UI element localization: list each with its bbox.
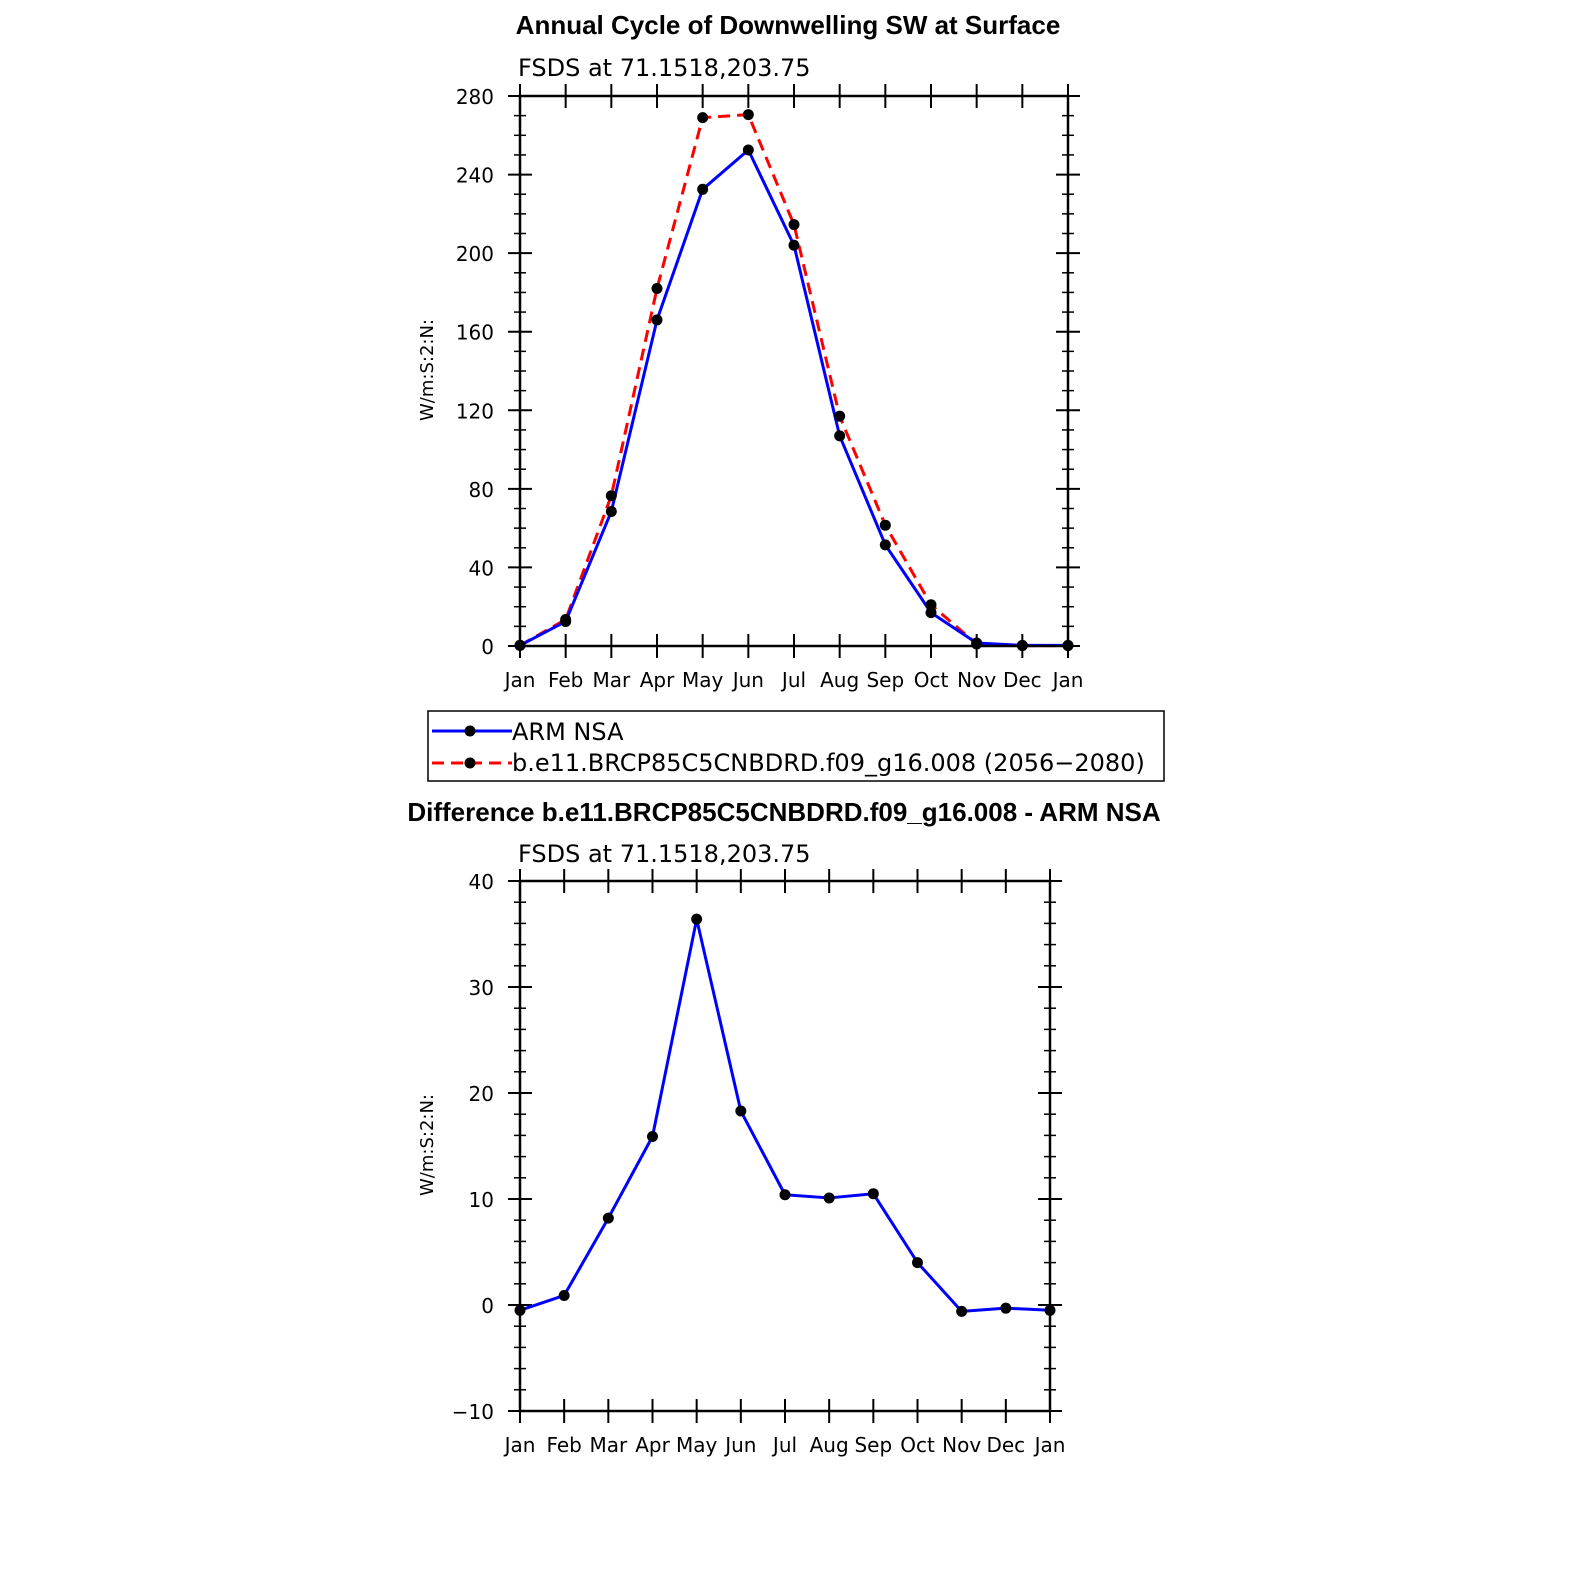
x-tick-label: Mar bbox=[592, 668, 631, 692]
x-tick-label: Oct bbox=[900, 1433, 935, 1457]
y-tick-label: 0 bbox=[481, 635, 494, 659]
x-tick-label: Mar bbox=[589, 1433, 628, 1457]
series-1-point bbox=[605, 490, 617, 502]
x-tick-label: May bbox=[676, 1433, 718, 1457]
series-points bbox=[514, 109, 1074, 652]
x-tick-label: Nov bbox=[957, 668, 996, 692]
y-tick-label: 20 bbox=[469, 1082, 494, 1106]
x-tick-label: Jul bbox=[771, 1433, 797, 1457]
x-tick-label: Nov bbox=[942, 1433, 981, 1457]
y-axis-label: W/m:S:2:N: bbox=[417, 1094, 438, 1196]
series-1-point bbox=[834, 410, 846, 422]
series-lines bbox=[519, 113, 1068, 648]
series-0-point bbox=[691, 913, 703, 925]
series-0-point bbox=[912, 1257, 923, 1269]
plot-frame bbox=[518, 94, 1070, 648]
axis-tick-labels: Jan Feb Mar Apr May Jun Jul Aug Sep Oct Nov Dec Jan 0… bbox=[456, 85, 1084, 692]
chart-title: Annual Cycle of Downwelling SW at Surfac… bbox=[516, 10, 1061, 40]
legend: ARM NSA b.e11.BRCP85C5CNBDRD.f09_g16.008… bbox=[427, 710, 1165, 782]
series-1-point bbox=[925, 599, 937, 611]
series-0-point bbox=[834, 430, 846, 442]
series-0-point bbox=[602, 1212, 614, 1224]
annual-cycle-chart: Annual Cycle of Downwelling SW at Surfac… bbox=[417, 10, 1083, 692]
y-tick-label: 40 bbox=[469, 556, 494, 580]
series-1-point bbox=[742, 109, 754, 121]
x-tick-label: Oct bbox=[914, 668, 949, 692]
series-1-point bbox=[971, 638, 983, 650]
x-tick-label: Sep bbox=[866, 668, 904, 692]
x-tick-label: Dec bbox=[986, 1433, 1025, 1457]
series-0-point bbox=[558, 1289, 570, 1301]
plot-frame bbox=[518, 879, 1052, 1413]
y-tick-label: 160 bbox=[456, 321, 494, 345]
y-tick-label: 120 bbox=[456, 399, 494, 423]
series-0-point bbox=[697, 183, 709, 195]
series-0-point bbox=[925, 607, 937, 619]
y-tick-label: 240 bbox=[456, 164, 494, 188]
legend-marker-model bbox=[464, 757, 476, 769]
series-1-point bbox=[788, 219, 800, 231]
series-0-point bbox=[742, 144, 754, 156]
series-1-point bbox=[697, 112, 709, 124]
series-line-1 bbox=[519, 113, 1068, 648]
x-tick-label: Jan bbox=[503, 1433, 536, 1457]
x-tick-label: Apr bbox=[635, 1433, 670, 1457]
difference-chart: Difference b.e11.BRCP85C5CNBDRD.f09_g16.… bbox=[407, 797, 1161, 1457]
chart-subtitle: FSDS at 71.1518,203.75 bbox=[518, 54, 811, 82]
legend-marker-arm-nsa bbox=[464, 725, 476, 737]
x-tick-label: Jan bbox=[503, 668, 536, 692]
legend-label-arm-nsa: ARM NSA bbox=[512, 718, 624, 746]
series-1-point bbox=[560, 613, 572, 625]
y-tick-label: −10 bbox=[452, 1400, 494, 1424]
y-tick-label: 200 bbox=[456, 242, 494, 266]
series-0-point bbox=[651, 314, 663, 326]
legend-label-model: b.e11.BRCP85C5CNBDRD.f09_g16.008 (2056−2… bbox=[512, 749, 1145, 777]
x-tick-label: Jun bbox=[731, 668, 764, 692]
y-tick-label: 30 bbox=[469, 976, 494, 1000]
x-tick-label: Jan bbox=[1033, 1433, 1066, 1457]
series-0-point bbox=[779, 1189, 791, 1201]
y-tick-label: 10 bbox=[469, 1188, 494, 1212]
x-tick-label: Jun bbox=[723, 1433, 756, 1457]
y-tick-label: 40 bbox=[469, 870, 494, 894]
series-points bbox=[514, 913, 1056, 1317]
series-0-point bbox=[647, 1130, 658, 1142]
legend-entry-arm-nsa: ARM NSA bbox=[432, 718, 624, 746]
y-tick-label: 280 bbox=[456, 85, 494, 109]
series-1-point bbox=[651, 283, 663, 294]
legend-box bbox=[427, 710, 1165, 782]
x-tick-label: Aug bbox=[820, 668, 859, 692]
x-tick-label: Apr bbox=[640, 668, 675, 692]
x-tick-label: Feb bbox=[546, 1433, 581, 1457]
series-line-0 bbox=[519, 917, 1051, 1313]
axis-ticks bbox=[508, 84, 1080, 658]
x-tick-label: Feb bbox=[548, 668, 583, 692]
axis-tick-labels: Jan Feb Mar Apr May Jun Jul Aug Sep Oct Nov Dec Jan−… bbox=[452, 870, 1066, 1457]
x-tick-label: Jul bbox=[780, 668, 806, 692]
series-1-point bbox=[879, 519, 891, 531]
series-0-point bbox=[605, 505, 617, 517]
series-0-point bbox=[1000, 1302, 1012, 1314]
series-0-point bbox=[735, 1105, 747, 1117]
chart-subtitle: FSDS at 71.1518,203.75 bbox=[518, 840, 811, 868]
series-lines bbox=[519, 917, 1051, 1313]
series-0-point bbox=[788, 239, 800, 251]
y-tick-label: 0 bbox=[481, 1294, 494, 1318]
legend-entry-model: b.e11.BRCP85C5CNBDRD.f09_g16.008 (2056−2… bbox=[432, 749, 1145, 777]
series-0-point bbox=[823, 1192, 835, 1204]
x-tick-label: Jan bbox=[1051, 668, 1084, 692]
x-tick-label: Aug bbox=[810, 1433, 849, 1457]
axis-ticks bbox=[508, 869, 1062, 1423]
y-tick-label: 80 bbox=[469, 478, 494, 502]
y-axis-label: W/m:S:2:N: bbox=[417, 319, 438, 421]
x-tick-label: May bbox=[682, 668, 724, 692]
x-tick-label: Sep bbox=[854, 1433, 892, 1457]
x-tick-label: Dec bbox=[1003, 668, 1042, 692]
series-0-point bbox=[867, 1188, 879, 1200]
chart-title: Difference b.e11.BRCP85C5CNBDRD.f09_g16.… bbox=[407, 797, 1161, 827]
series-0-point bbox=[956, 1305, 968, 1317]
series-0-point bbox=[879, 539, 891, 551]
